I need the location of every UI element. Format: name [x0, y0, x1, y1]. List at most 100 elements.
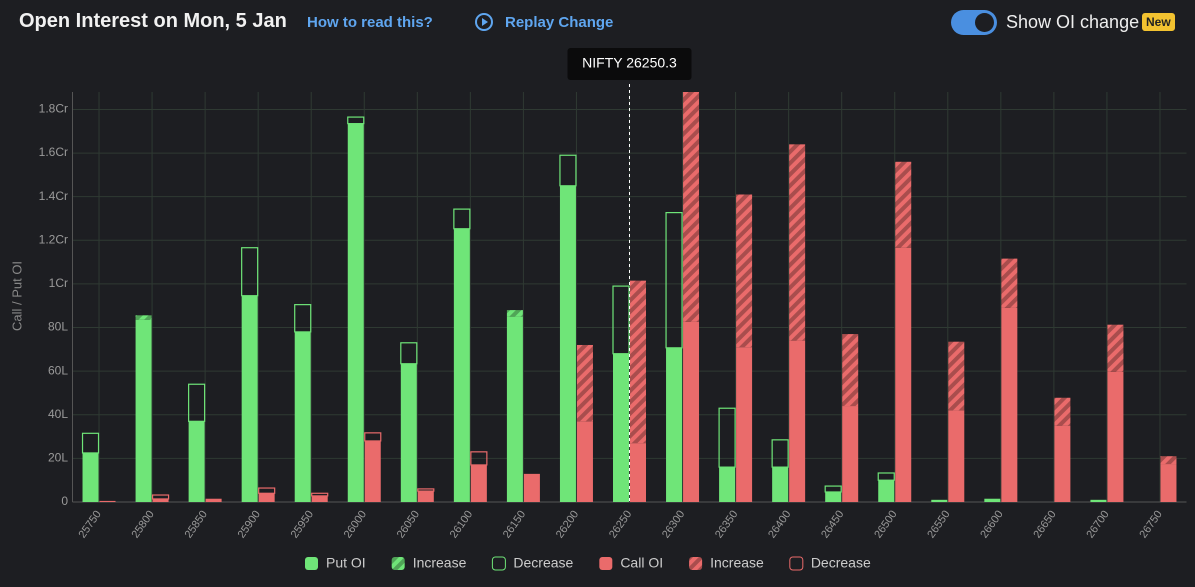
- y-tick-label: 40L: [48, 407, 68, 421]
- bar-hatch: [1001, 258, 1018, 308]
- bar-solid: [825, 491, 842, 502]
- legend-label: Increase: [710, 555, 764, 571]
- bar-solid: [1107, 371, 1124, 502]
- x-tick-label: 26550: [925, 509, 952, 541]
- bar-solid: [576, 421, 593, 502]
- bar-outline: [470, 451, 488, 466]
- bar-solid: [736, 347, 753, 502]
- x-tick-label: 26750: [1137, 509, 1164, 541]
- bar-solid: [719, 467, 736, 502]
- x-tick-label: 25850: [183, 509, 210, 541]
- bar-solid: [1160, 464, 1177, 502]
- bar-hatch: [736, 194, 753, 348]
- x-tick-label: 26150: [501, 509, 528, 541]
- bar-solid: [152, 498, 169, 502]
- legend-label: Decrease: [513, 555, 573, 571]
- bar-outline: [400, 342, 418, 365]
- bar-solid: [683, 321, 700, 502]
- bar-solid: [842, 406, 859, 502]
- bar-hatch: [789, 144, 806, 341]
- title: Open Interest on Mon, 5 Jan: [19, 10, 287, 32]
- bar-solid: [364, 440, 381, 502]
- x-tick-label: 26350: [713, 509, 740, 541]
- legend-swatch: [599, 557, 613, 570]
- bar-hatch: [1160, 456, 1177, 465]
- x-tick-label: 26050: [395, 509, 422, 541]
- bar-outline: [612, 285, 630, 355]
- bar-outline: [665, 212, 683, 349]
- legend-swatch: [689, 557, 703, 570]
- bar-solid: [1090, 499, 1107, 502]
- bar-solid: [258, 493, 275, 502]
- bar-hatch: [630, 280, 646, 444]
- bar-solid: [205, 498, 222, 502]
- legend-swatch: [305, 557, 318, 570]
- x-tick-label: 26000: [342, 509, 369, 541]
- bar-outline: [364, 432, 382, 442]
- bar-solid: [772, 467, 789, 502]
- legend-swatch: [491, 556, 506, 571]
- bar-solid: [453, 228, 470, 502]
- x-tick-label: 26650: [1031, 509, 1058, 541]
- x-tick-label: 26100: [448, 509, 475, 541]
- bar-hatch: [948, 341, 965, 411]
- bar-outline: [188, 383, 206, 422]
- bar-solid: [559, 185, 576, 502]
- bar-solid: [1054, 425, 1071, 502]
- y-tick-label: 20L: [48, 451, 68, 465]
- toggle[interactable]: [951, 10, 997, 35]
- bar-hatch: [135, 315, 152, 320]
- y-tick-label: 0: [61, 494, 68, 508]
- spot-tag: [567, 48, 692, 80]
- bar-outline: [311, 492, 329, 497]
- y-axis-label: Call / Put OI: [9, 261, 24, 331]
- replay-button[interactable]: Replay Change: [505, 14, 614, 31]
- help-link[interactable]: How to read this?: [307, 14, 433, 31]
- bar-solid: [931, 499, 948, 502]
- bar-outline: [824, 485, 842, 493]
- replay-icon[interactable]: [474, 12, 494, 32]
- bar-outline: [258, 487, 276, 494]
- x-tick-label: 25800: [130, 509, 157, 541]
- bar-outline: [151, 494, 170, 500]
- bar-solid: [878, 480, 895, 502]
- bar-solid: [948, 410, 965, 502]
- bar-outline: [417, 488, 435, 492]
- bar-solid: [400, 363, 417, 502]
- legend-label: Increase: [413, 555, 467, 571]
- legend-swatch: [789, 556, 804, 571]
- bar-solid: [417, 491, 434, 502]
- bar-outline: [241, 247, 259, 297]
- bar-solid: [895, 247, 912, 502]
- spot-label: NIFTY 26250.3: [582, 55, 677, 71]
- bar-hatch: [576, 344, 593, 422]
- legend-label: Put OI: [326, 555, 366, 571]
- bar-solid: [1001, 307, 1018, 502]
- x-tick-label: 26200: [554, 509, 581, 541]
- bar-hatch: [506, 310, 523, 317]
- bar-solid: [347, 123, 364, 502]
- bar-outline: [347, 116, 365, 125]
- y-tick-label: 1.8Cr: [39, 102, 68, 116]
- x-tick-label: 26700: [1084, 509, 1111, 541]
- bar-outline: [294, 304, 312, 333]
- bar-solid: [789, 340, 806, 502]
- bar-outline: [81, 432, 100, 454]
- bar-hatch: [1054, 397, 1071, 426]
- y-tick-label: 60L: [48, 363, 68, 377]
- bar-outline: [453, 208, 471, 230]
- x-tick-label: 26600: [978, 509, 1005, 541]
- bar-solid: [311, 495, 328, 502]
- bar-solid: [523, 473, 540, 502]
- bar-outline: [771, 439, 789, 468]
- x-tick-label: 25750: [76, 509, 103, 541]
- bar-hatch: [895, 161, 912, 248]
- bar-solid: [613, 353, 629, 502]
- y-tick-label: 1Cr: [49, 276, 68, 290]
- bar-outline: [559, 154, 577, 187]
- x-tick-label: 26450: [819, 509, 846, 541]
- bar-solid: [666, 347, 683, 502]
- bar-solid: [984, 498, 1001, 502]
- badge: New: [1142, 13, 1175, 31]
